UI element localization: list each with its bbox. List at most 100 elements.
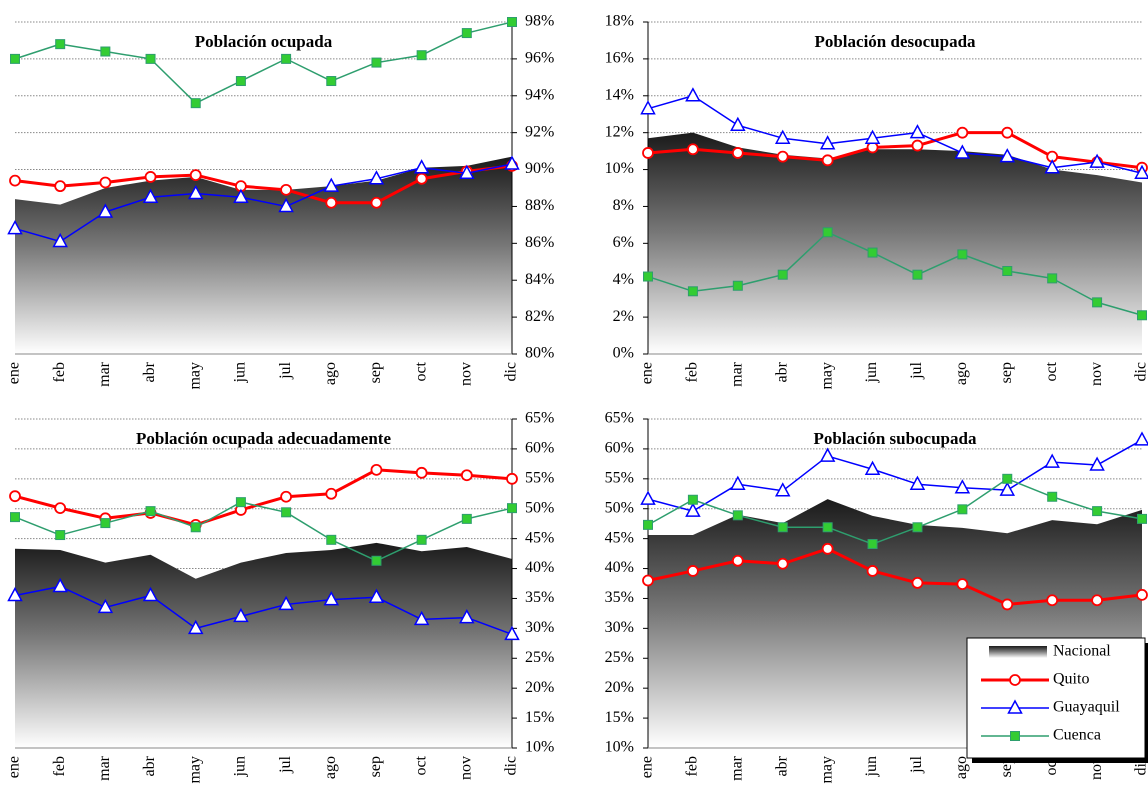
- x-tick-label: abr: [773, 755, 790, 776]
- y-tick-label: 10%: [605, 739, 634, 756]
- panel: Población subocupada 10% 15% 20% 25% 30% 35% 40…: [605, 410, 1148, 784]
- legend-marker: [1009, 674, 1021, 686]
- marker: [326, 534, 337, 545]
- marker: [281, 507, 292, 518]
- x-tick-label: may: [186, 362, 203, 390]
- chart-title: Población subocupada: [814, 429, 977, 448]
- marker: [1089, 153, 1105, 168]
- legend-label: Quito: [1053, 671, 1089, 688]
- marker: [866, 565, 879, 577]
- x-tick-label: sep: [367, 362, 384, 383]
- chart-title: Población ocupada adecuadamente: [136, 429, 391, 448]
- marker: [190, 98, 201, 109]
- marker: [732, 280, 743, 291]
- marker: [687, 565, 699, 577]
- legend-swatch: [989, 646, 1047, 658]
- y-tick-label: 84%: [525, 271, 554, 288]
- y-tick-label: 8%: [613, 197, 634, 214]
- x-tick-label: ene: [639, 756, 656, 778]
- y-tick-label: 12%: [605, 123, 634, 140]
- y-tick-label: 45%: [605, 529, 634, 546]
- marker: [7, 586, 23, 602]
- y-tick-label: 2%: [613, 308, 634, 325]
- x-tick-label: ene: [639, 362, 656, 384]
- y-tick-label: 16%: [605, 50, 634, 67]
- marker: [954, 144, 971, 159]
- y-tick-label: 18%: [605, 13, 634, 30]
- legend-marker: [1010, 731, 1020, 741]
- x-tick-label: mar: [728, 361, 745, 387]
- marker: [642, 574, 654, 587]
- marker: [732, 510, 743, 521]
- marker: [10, 53, 20, 64]
- y-tick-label: 4%: [613, 271, 634, 288]
- marker: [9, 490, 21, 503]
- marker: [97, 598, 114, 614]
- marker: [459, 609, 475, 624]
- x-tick-label: ago: [322, 362, 339, 385]
- x-tick-label: mar: [728, 755, 745, 781]
- marker: [281, 53, 292, 64]
- y-tick-label: 65%: [525, 410, 554, 427]
- line: [647, 478, 1143, 545]
- marker: [864, 129, 881, 144]
- x-tick-label: jun: [863, 362, 880, 383]
- x-tick-label: ene: [6, 362, 23, 384]
- marker: [370, 196, 383, 209]
- marker: [415, 172, 428, 185]
- line: [647, 231, 1143, 316]
- x-tick-label: may: [818, 756, 835, 784]
- x-tick-label: ago: [953, 362, 970, 385]
- marker: [504, 155, 520, 170]
- marker: [235, 76, 246, 87]
- x-tick-label: mar: [96, 361, 113, 387]
- marker: [822, 227, 833, 238]
- marker: [912, 269, 923, 280]
- area: [15, 156, 512, 354]
- x-tick-label: oct: [1043, 361, 1060, 381]
- marker: [325, 487, 338, 500]
- marker: [1001, 126, 1014, 139]
- marker: [1002, 266, 1013, 276]
- marker: [912, 522, 923, 533]
- y-tick-label: 60%: [605, 440, 634, 457]
- marker: [144, 171, 157, 183]
- x-tick-label: nov: [457, 756, 474, 780]
- y-tick-label: 60%: [525, 440, 554, 457]
- marker: [911, 139, 924, 152]
- marker: [643, 519, 653, 530]
- x-tick-label: oct: [412, 361, 429, 381]
- x-tick-label: oct: [412, 755, 429, 775]
- y-tick-label: 94%: [525, 86, 554, 103]
- marker: [9, 174, 21, 187]
- marker: [822, 522, 833, 533]
- chart-title: Población desocupada: [814, 32, 976, 51]
- marker: [1002, 473, 1013, 484]
- y-tick-label: 96%: [525, 50, 554, 67]
- y-tick-label: 30%: [605, 619, 634, 636]
- marker: [99, 176, 112, 189]
- marker: [1001, 598, 1014, 611]
- y-tick-label: 35%: [525, 589, 554, 606]
- marker: [323, 177, 340, 192]
- marker: [821, 154, 834, 167]
- x-tick-label: jun: [232, 362, 249, 383]
- x-tick-label: nov: [457, 362, 474, 386]
- marker: [278, 595, 294, 611]
- line: [14, 21, 513, 104]
- y-tick-label: 6%: [613, 234, 634, 251]
- x-tick-label: may: [186, 756, 203, 784]
- marker: [640, 100, 656, 115]
- marker: [190, 522, 201, 533]
- marker: [187, 619, 204, 635]
- marker: [1047, 273, 1058, 284]
- x-tick-label: feb: [684, 756, 701, 776]
- marker: [7, 220, 23, 235]
- marker: [460, 469, 473, 482]
- marker: [643, 271, 653, 282]
- y-tick-label: 80%: [525, 345, 554, 362]
- marker: [777, 269, 788, 280]
- line: [647, 439, 1143, 512]
- marker: [52, 577, 68, 593]
